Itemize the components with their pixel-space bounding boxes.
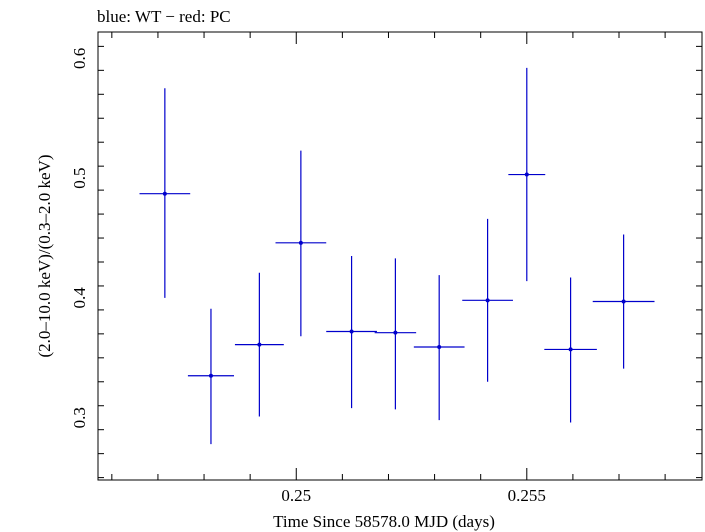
chart-title: blue: WT − red: PC bbox=[97, 7, 231, 26]
data-point bbox=[592, 234, 655, 369]
data-point bbox=[462, 218, 513, 382]
point-marker bbox=[568, 347, 573, 352]
data-point bbox=[187, 308, 235, 445]
x-tick-label: 0.255 bbox=[508, 486, 546, 505]
point-marker bbox=[162, 191, 167, 196]
point-marker bbox=[621, 299, 626, 304]
axis-tick-labels: 0.25 0.255 0.3 0.4 0.5 0.6 bbox=[70, 48, 546, 505]
y-tick-label: 0.5 bbox=[70, 168, 89, 189]
y-tick-label: 0.4 bbox=[70, 287, 89, 309]
y-tick-label: 0.3 bbox=[70, 407, 89, 428]
data-marks bbox=[139, 67, 655, 445]
y-axis-label: (2.0–10.0 keV)/(0.3–2.0 keV) bbox=[35, 154, 54, 357]
point-marker bbox=[524, 172, 529, 177]
x-axis-label: Time Since 58578.0 MJD (days) bbox=[273, 512, 495, 531]
data-point bbox=[326, 256, 377, 409]
x-tick-label: 0.25 bbox=[281, 486, 311, 505]
data-point bbox=[139, 88, 191, 298]
data-point bbox=[234, 272, 284, 417]
y-tick-label: 0.6 bbox=[70, 48, 89, 69]
point-marker bbox=[393, 330, 398, 335]
point-marker bbox=[349, 329, 354, 334]
point-marker bbox=[298, 240, 303, 245]
point-marker bbox=[437, 345, 442, 350]
point-marker bbox=[485, 298, 490, 303]
data-point bbox=[508, 67, 546, 282]
axis-ticks bbox=[98, 32, 702, 480]
data-point bbox=[544, 277, 597, 423]
point-marker bbox=[257, 342, 262, 347]
data-point bbox=[374, 258, 417, 410]
plot-frame bbox=[97, 31, 703, 481]
data-point bbox=[413, 275, 465, 421]
point-marker bbox=[208, 373, 213, 378]
data-point bbox=[275, 150, 327, 337]
